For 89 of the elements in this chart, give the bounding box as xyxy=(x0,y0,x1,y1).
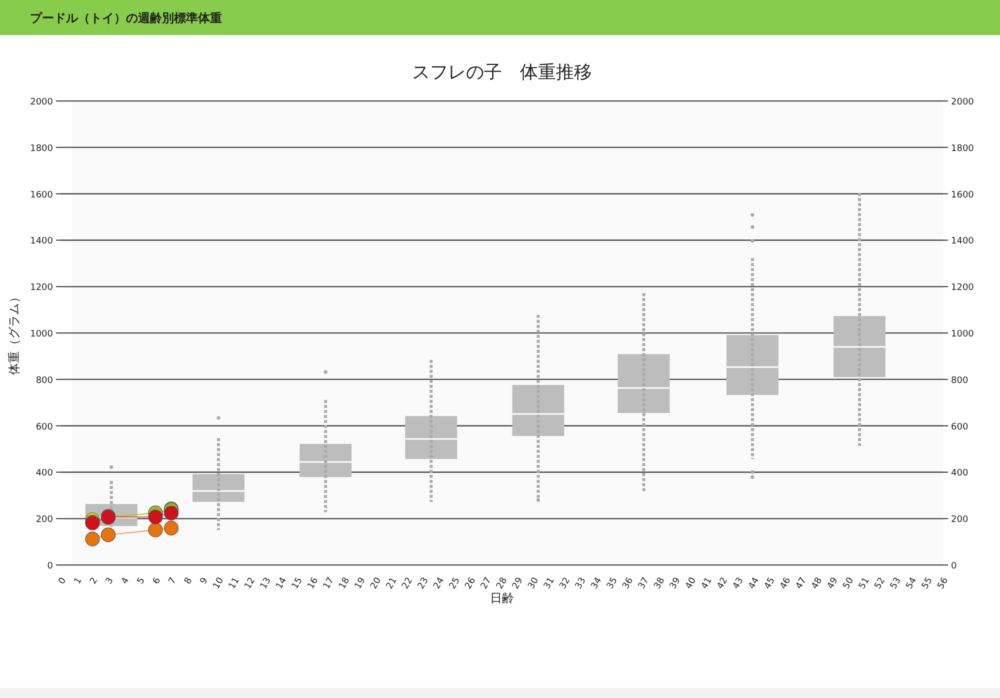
x-tick-label: 13 xyxy=(258,576,274,592)
x-tick-label: 45 xyxy=(762,576,778,592)
x-tick-label: 53 xyxy=(888,576,904,592)
x-tick-label: 52 xyxy=(873,576,888,592)
x-tick-label: 26 xyxy=(464,576,478,592)
y-tick-label: 800 xyxy=(36,376,54,386)
x-tick-label: 41 xyxy=(700,576,714,592)
x-tick-label: 14 xyxy=(274,576,290,592)
y-tick-label: 200 xyxy=(36,515,54,526)
x-tick-label: 3 xyxy=(104,576,116,586)
y-tick-label: 600 xyxy=(36,422,54,432)
x-tick-label: 28 xyxy=(495,576,510,592)
x-tick-label: 12 xyxy=(243,576,258,592)
point xyxy=(85,532,100,546)
x-tick-label: 42 xyxy=(716,576,730,592)
x-tick-label: 17 xyxy=(322,576,336,592)
y2-tick-label: 0 xyxy=(951,562,957,572)
x-tick-label: 47 xyxy=(794,576,809,592)
x-tick-label: 20 xyxy=(369,576,384,592)
x-tick-label: 22 xyxy=(400,576,416,592)
x-tick-label: 16 xyxy=(306,576,321,592)
chart-title: プードル（トイ）の週齢別標準体重 xyxy=(30,11,222,25)
point xyxy=(164,520,179,536)
x-tick-label: 27 xyxy=(479,576,494,592)
x-tick-label: 56 xyxy=(936,576,951,592)
x-tick-label: 19 xyxy=(353,576,368,592)
y2-tick-label: 400 xyxy=(951,468,968,479)
point xyxy=(164,506,179,520)
x-tick-label: 25 xyxy=(448,576,462,592)
x-tick-label: 37 xyxy=(636,576,652,592)
x-tick-label: 5 xyxy=(136,576,148,586)
chart-subtitle: スフレの子 体重推移 xyxy=(412,62,592,83)
y-tick-label: 2000 xyxy=(30,98,54,108)
x-tick-label: 39 xyxy=(668,576,683,592)
y2-tick-label: 1600 xyxy=(951,190,974,200)
y2-tick-label: 2000 xyxy=(951,98,974,108)
y2-tick-label: 200 xyxy=(951,515,968,526)
point xyxy=(148,510,163,524)
point xyxy=(148,522,163,538)
y2-tick-label: 1400 xyxy=(951,236,974,247)
x-tick-label: 1 xyxy=(72,576,84,586)
y-tick-label: 400 xyxy=(36,468,54,479)
y-tick-label: 1200 xyxy=(30,283,54,294)
x-tick-label: 55 xyxy=(920,576,935,592)
x-tick-label: 9 xyxy=(198,576,210,586)
x-tick-label: 33 xyxy=(574,576,588,592)
y2-tick-label: 1200 xyxy=(951,283,974,294)
y-tick-label: 1000 xyxy=(30,330,54,340)
x-tick-label: 32 xyxy=(558,576,573,592)
y-axis-title: 体重（グラム） xyxy=(7,291,21,375)
x-tick-label: 49 xyxy=(826,576,840,592)
y-tick-label: 1800 xyxy=(30,144,54,154)
x-tick-label: 23 xyxy=(416,576,431,592)
x-tick-label: 7 xyxy=(167,576,179,586)
x-tick-label: 31 xyxy=(542,576,557,592)
x-tick-label: 35 xyxy=(605,576,620,592)
x-tick-label: 48 xyxy=(810,576,825,592)
x-tick-label: 10 xyxy=(212,576,226,592)
y-tick-label: 0 xyxy=(47,562,54,572)
x-tick-label: 40 xyxy=(684,576,699,592)
x-tick-label: 2 xyxy=(88,576,100,586)
x-tick-label: 50 xyxy=(842,576,856,592)
x-tick-label: 8 xyxy=(183,576,195,586)
x-tick-label: 29 xyxy=(510,576,526,592)
y2-tick-label: 1800 xyxy=(951,144,974,154)
x-tick-label: 0 xyxy=(57,576,69,586)
y-tick-label: 1400 xyxy=(30,236,54,247)
x-tick-label: 24 xyxy=(432,576,447,592)
x-tick-label: 18 xyxy=(338,576,352,592)
y-tick-label: 1600 xyxy=(30,190,54,200)
x-tick-label: 36 xyxy=(621,576,636,592)
x-tick-label: 15 xyxy=(290,576,305,592)
x-tick-label: 34 xyxy=(590,576,604,592)
y2-tick-label: 1000 xyxy=(951,330,974,340)
x-tick-label: 4 xyxy=(120,576,132,586)
x-tick-label: 21 xyxy=(384,576,400,592)
x-tick-label: 44 xyxy=(747,576,762,592)
x-tick-label: 38 xyxy=(652,576,668,592)
x-tick-label: 11 xyxy=(227,576,242,592)
x-tick-label: 43 xyxy=(731,576,746,592)
x-tick-label: 30 xyxy=(526,576,542,592)
x-tick-label: 6 xyxy=(152,576,164,586)
x-axis-title: 日齢 xyxy=(490,591,514,605)
x-tick-label: 46 xyxy=(778,576,794,592)
point xyxy=(100,528,116,542)
y2-tick-label: 600 xyxy=(951,422,968,432)
x-tick-label: 51 xyxy=(857,576,872,592)
x-tick-label: 54 xyxy=(904,576,920,592)
y2-tick-label: 800 xyxy=(951,376,968,386)
